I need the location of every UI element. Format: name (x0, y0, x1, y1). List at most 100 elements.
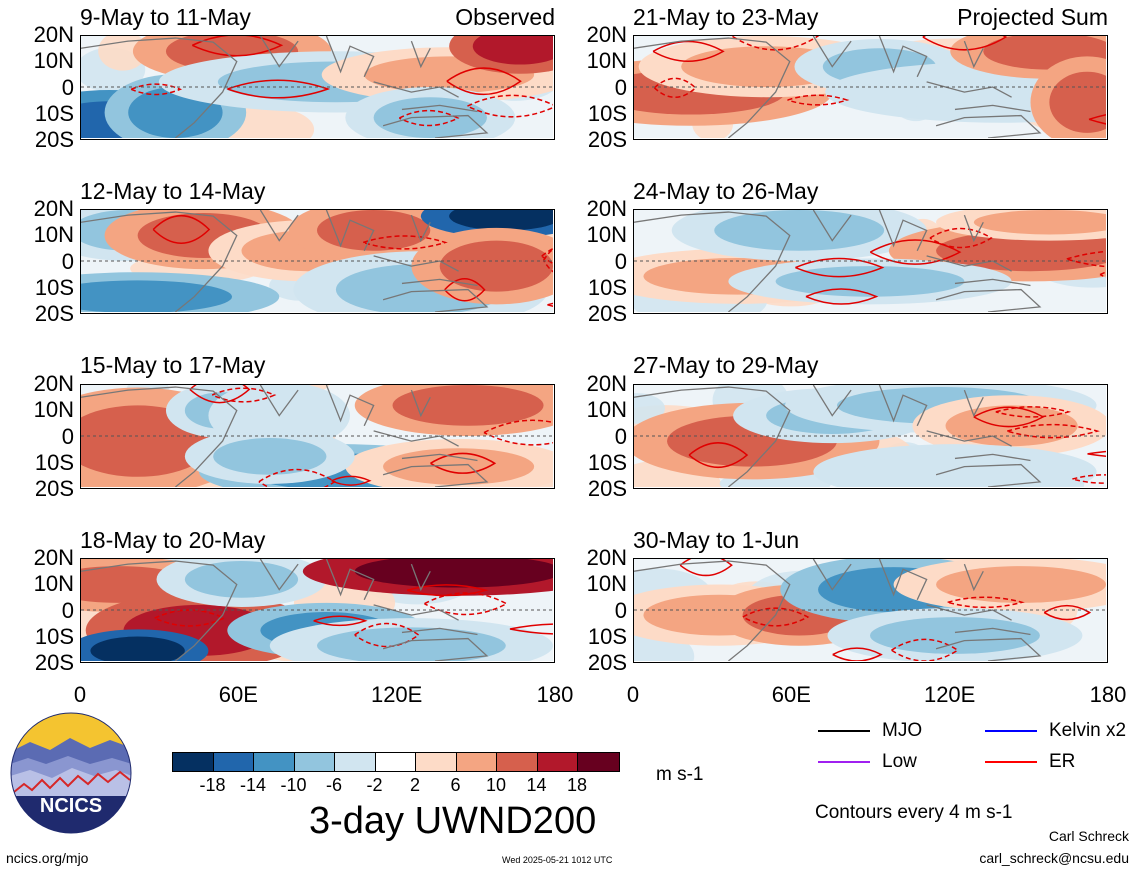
uwnd-field (634, 385, 1106, 487)
coastline (954, 104, 1031, 113)
uwnd-field (81, 559, 553, 661)
coastline (382, 114, 489, 138)
er-contour (444, 278, 486, 302)
er-contour (1072, 474, 1106, 484)
colorbar-cell (497, 753, 538, 771)
coastline (954, 627, 1031, 636)
panel-title: 24-May to 26-May (633, 178, 819, 204)
footer-author: Carl Schreck (1048, 828, 1129, 844)
lon-tick-label: 0 (73, 682, 87, 707)
coastline (812, 385, 852, 417)
lat-tick-label: 10S (587, 449, 627, 475)
coastline (81, 386, 238, 487)
lat-tick-label: 10S (34, 449, 74, 475)
legend-er-label: ER (1049, 751, 1076, 772)
er-contour (509, 623, 553, 635)
map-panel (633, 209, 1108, 314)
panel-title: 27-May to 29-May (633, 352, 819, 378)
wind-anomaly-blob (392, 385, 544, 426)
coastline (963, 40, 984, 69)
coastline (373, 430, 459, 447)
lon-tick-label: 0 (626, 682, 640, 707)
footer-site[interactable]: ncics.org/mjo (6, 850, 89, 866)
colorbar-tick-label: 18 (566, 775, 588, 795)
wind-anomaly-blob (449, 210, 553, 231)
footer-timestamp: Wed 2025-05-21 1012 UTC (502, 855, 613, 865)
lat-tick-label: 10S (587, 100, 627, 126)
lat-tick-label: 20N (33, 545, 74, 570)
er-contour (787, 94, 850, 106)
panel-title: 18-May to 20-May (80, 527, 266, 553)
lon-tick-label: 60E (771, 682, 811, 707)
map-panel (633, 558, 1108, 663)
lat-tick-label: 20N (586, 196, 627, 221)
legend-er: ER (985, 751, 1075, 773)
lon-tick-label: 60E (218, 682, 258, 707)
colorbar-cell (173, 753, 214, 771)
map-panel (80, 35, 555, 140)
er-contour (869, 239, 962, 265)
coastline (81, 560, 238, 661)
legend-kelvin-label: Kelvin x2 (1049, 720, 1127, 741)
er-contour (922, 36, 1008, 51)
coastline (259, 210, 299, 242)
colorbar-cell (254, 753, 295, 771)
wind-anomaly-blob (936, 566, 1106, 603)
lat-tick-label: 0 (61, 248, 74, 274)
uwnd-field (81, 36, 553, 138)
wind-anomaly-blob (714, 210, 885, 251)
er-contour (1006, 423, 1100, 439)
er-contour (362, 235, 448, 250)
lat-tick-label: 20S (34, 301, 74, 326)
colorbar-cell (213, 753, 254, 771)
colorbar-cell (456, 753, 497, 771)
main-title: 3-day UWND200 (309, 800, 597, 842)
er-contour (406, 584, 489, 597)
er-contour (424, 592, 509, 616)
lat-tick-label: 10S (34, 100, 74, 126)
er-contour (805, 288, 879, 305)
coastline (926, 81, 1012, 98)
coastline (410, 389, 431, 418)
panel-title: 21-May to 23-May (633, 4, 819, 30)
coastline (410, 563, 431, 592)
coastline (812, 36, 852, 68)
coastline (325, 559, 375, 601)
lat-tick-label: 10N (33, 571, 74, 597)
map-panel (633, 384, 1108, 489)
lon-tick-label: 120E (923, 682, 976, 707)
lat-tick-label: 0 (61, 423, 74, 449)
wind-anomaly-blob (439, 240, 553, 292)
lat-tick-label: 0 (614, 423, 627, 449)
coastline (634, 37, 791, 138)
lat-tick-label: 20N (33, 371, 74, 396)
lat-tick-label: 20N (33, 22, 74, 47)
lon-tick-label: 180 (536, 682, 574, 707)
er-contour (929, 227, 993, 249)
panel-corner-label: Observed (455, 4, 555, 30)
lat-tick-label: 20N (586, 545, 627, 570)
colorbar-cell (416, 753, 457, 771)
map-panel (80, 558, 555, 663)
coastline (259, 559, 299, 591)
coastline (935, 463, 1042, 487)
coastline (878, 385, 928, 427)
wind-anomaly-blob (870, 617, 1040, 654)
lat-tick-label: 0 (61, 597, 74, 623)
coastline (382, 288, 489, 312)
colorbar-tick-label: 2 (409, 775, 421, 795)
coastline (878, 559, 928, 601)
footer-email[interactable]: carl_schreck@ncsu.edu (979, 850, 1129, 866)
coastline (963, 389, 984, 418)
lat-tick-label: 10N (586, 571, 627, 597)
er-contour (258, 468, 337, 487)
coastline (401, 627, 478, 636)
colorbar-cell (537, 753, 578, 771)
lat-tick-label: 10S (34, 274, 74, 300)
legend-kelvin-swatch (985, 730, 1037, 732)
lat-tick-label: 10N (33, 222, 74, 248)
coastline (812, 559, 852, 591)
legend-low-label: Low (882, 751, 917, 772)
er-contour (795, 257, 885, 278)
uwnd-field (634, 559, 1106, 661)
